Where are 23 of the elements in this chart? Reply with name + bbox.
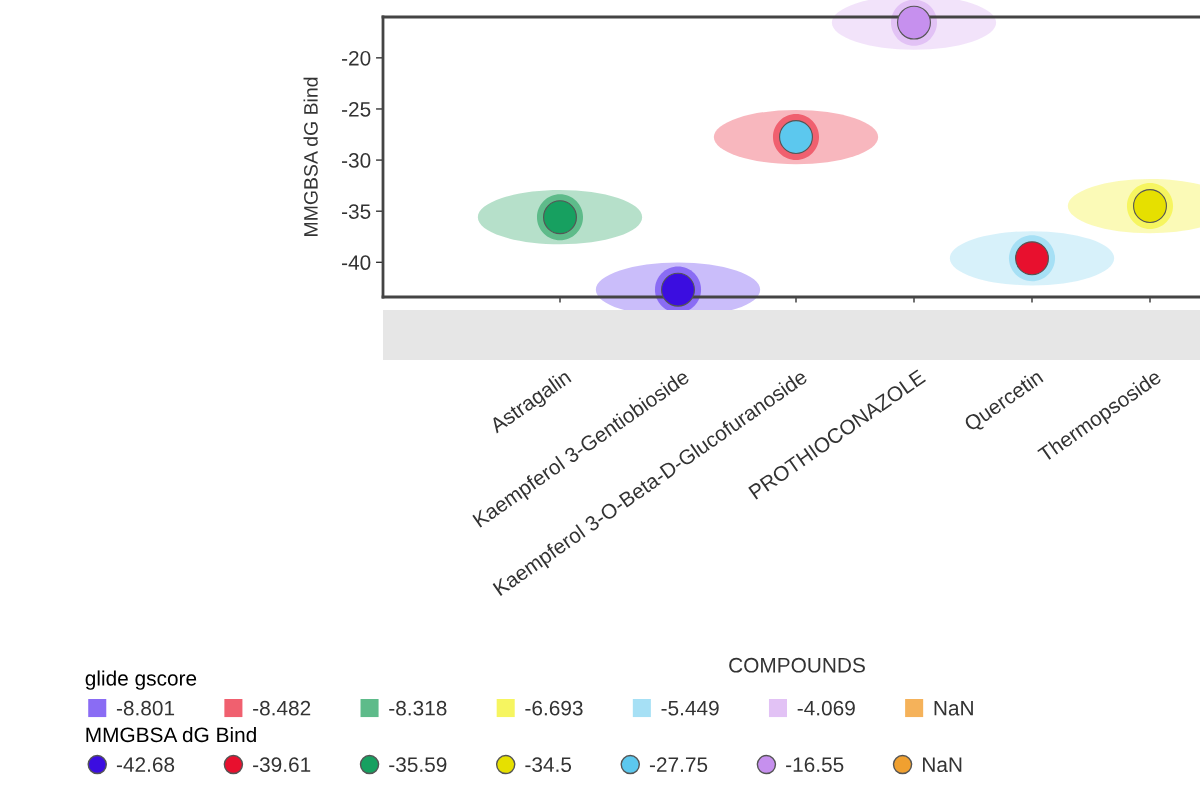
legend-label: -16.55 [786,757,844,773]
legend-label: -27.75 [649,757,708,773]
y-tick-label: -25 [342,101,371,117]
y-axis-title: MMGBSA dG Bind [303,77,318,236]
legend-label: NaN [923,757,962,773]
text: MMGBSA dG Bind [86,726,256,743]
y-tick-label: -30 [342,153,371,168]
legend-title: glide gscore [85,670,197,690]
legend-label: -8.318 [389,700,447,716]
y-tick-label: -20 [342,50,371,66]
y-tick-label: -35 [342,204,371,219]
legend-label: -35.59 [389,757,447,773]
legend-label: -42.68 [116,757,175,773]
legend-label: -8.801 [116,700,175,716]
legend-label: -39.61 [253,757,311,773]
legend-label: -4.069 [797,700,855,716]
legend-label: -34.5 [525,757,572,773]
legend-label: -8.482 [253,700,311,716]
x-axis-title: COMPOUNDS [729,657,865,673]
y-tick-label: -40 [342,255,371,271]
legend-label: -5.449 [661,700,719,716]
legend-label: -6.693 [525,700,583,716]
legend-label: NaN [934,701,973,716]
